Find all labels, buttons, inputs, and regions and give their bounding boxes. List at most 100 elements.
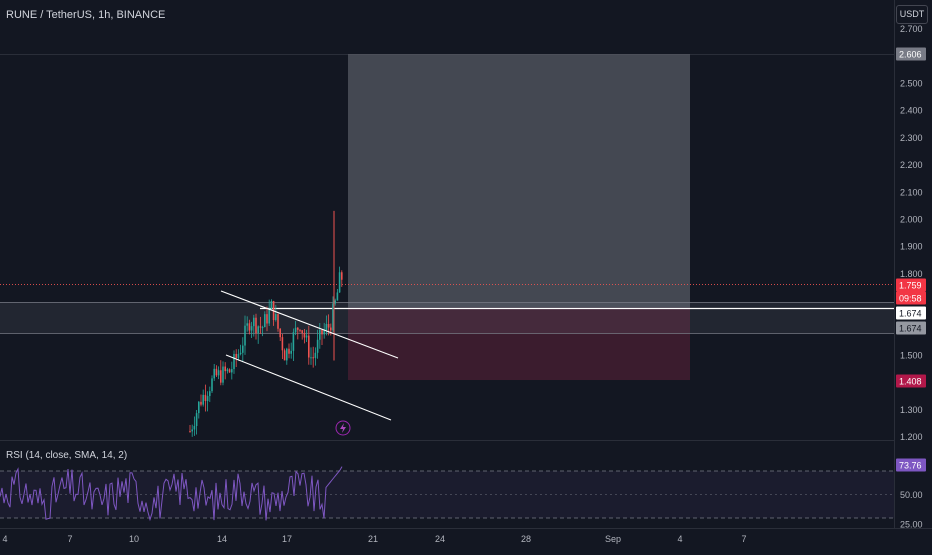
candle-body: [268, 309, 270, 324]
candle: [323, 322, 325, 339]
level-zone-tag-text: 1.674: [899, 324, 922, 334]
candle: [213, 363, 215, 381]
time-tick-label: Sep: [605, 534, 621, 544]
candle: [253, 314, 255, 337]
candle: [222, 361, 224, 386]
time-tick-label: 17: [282, 534, 292, 544]
level-zone-tag: 1.674: [896, 321, 926, 335]
candle: [204, 384, 207, 412]
candle-body: [206, 396, 209, 401]
candle: [266, 306, 268, 332]
candle: [237, 349, 240, 361]
candle-body: [281, 337, 284, 351]
candle-body: [213, 368, 215, 379]
symbol-title[interactable]: RUNE / TetherUS, 1h, BINANCE: [6, 9, 166, 21]
currency-button[interactable]: USDT: [896, 5, 928, 24]
time-axis[interactable]: 4 7 10 14 17 21 24 28 Sep 4 7: [2, 534, 746, 544]
candle-body: [228, 369, 231, 373]
candle: [189, 425, 191, 433]
price-tick-label: 2.200: [900, 160, 923, 170]
candle-body: [277, 314, 279, 329]
price-tick-label: 1.200: [900, 432, 923, 442]
time-tick-label: 7: [67, 534, 72, 544]
candle-body: [264, 314, 266, 328]
price-candles: [189, 210, 343, 437]
candle: [215, 365, 218, 378]
stop-price-tag-bg: [896, 374, 926, 388]
candle-body: [321, 329, 323, 335]
lightning-icon: [335, 420, 351, 436]
candle: [312, 346, 314, 368]
candle: [255, 313, 257, 340]
rsi-line: [0, 466, 343, 522]
candle: [224, 362, 226, 380]
candle: [233, 350, 235, 374]
candle: [248, 319, 251, 335]
candle-body: [248, 323, 251, 331]
candle-body: [217, 370, 220, 376]
candle-body: [316, 339, 319, 353]
candle-body: [193, 426, 196, 430]
target-zone: [348, 54, 690, 308]
candle-body: [314, 352, 317, 358]
target-price-tag: 2.606: [896, 47, 926, 61]
candle-body: [220, 370, 222, 383]
price-tick-label: 2.000: [900, 215, 923, 225]
current-price-tag-bg: [896, 278, 926, 292]
candle: [279, 328, 281, 342]
candle-body: [191, 429, 193, 432]
candle-body: [235, 353, 237, 358]
level-line-tag-bg: [896, 306, 926, 320]
candle-body: [215, 368, 218, 376]
price-tick-label: 1.300: [900, 405, 923, 415]
candle: [341, 270, 343, 287]
time-tick-label: 7: [741, 534, 746, 544]
candle-body: [195, 413, 198, 427]
countdown-tag: 09:58: [896, 291, 926, 305]
countdown-tag-text: 09:58: [899, 294, 922, 304]
candle: [211, 375, 213, 394]
candle: [281, 333, 284, 359]
time-tick-label: 24: [435, 534, 445, 544]
candle: [290, 342, 292, 359]
candle-body: [301, 330, 303, 334]
candle: [202, 389, 204, 407]
candle-body: [305, 335, 308, 338]
candle: [195, 410, 198, 435]
candle-body: [239, 352, 242, 354]
time-tick-label: 21: [368, 534, 378, 544]
candle-body: [242, 345, 244, 353]
candle-body: [279, 328, 281, 338]
level-line-tag-text: 1.674: [899, 309, 922, 319]
candle: [239, 344, 242, 356]
candle-body: [297, 327, 299, 330]
candle-body: [312, 357, 314, 359]
candle-body: [226, 369, 229, 372]
candle: [235, 349, 237, 368]
candle-body: [222, 366, 224, 383]
rsi-tick-label: 25.00: [900, 519, 923, 529]
candle: [275, 304, 277, 322]
lightning-icon-ring: [335, 420, 351, 436]
time-tick-label: 4: [677, 534, 682, 544]
candle-body: [303, 333, 306, 338]
candle: [191, 424, 193, 437]
rsi-indicator-title[interactable]: RSI (14, close, SMA, 14, 2): [6, 450, 128, 461]
rsi-pane[interactable]: [0, 466, 894, 522]
candle-body: [257, 326, 259, 334]
candle: [198, 400, 200, 419]
time-tick-label: 28: [521, 534, 531, 544]
candle-body: [202, 394, 204, 405]
candle: [270, 299, 273, 310]
price-tick-label: 2.400: [900, 106, 923, 116]
target-price-tag-text: 2.606: [899, 50, 922, 60]
candle-body: [200, 401, 202, 405]
candle-body: [246, 323, 248, 326]
candle-body: [255, 317, 257, 334]
candle-body: [224, 366, 226, 372]
candle-body: [270, 301, 273, 310]
candle-body: [336, 292, 339, 301]
candle-body: [292, 332, 295, 351]
countdown-tag-bg: [896, 291, 926, 305]
